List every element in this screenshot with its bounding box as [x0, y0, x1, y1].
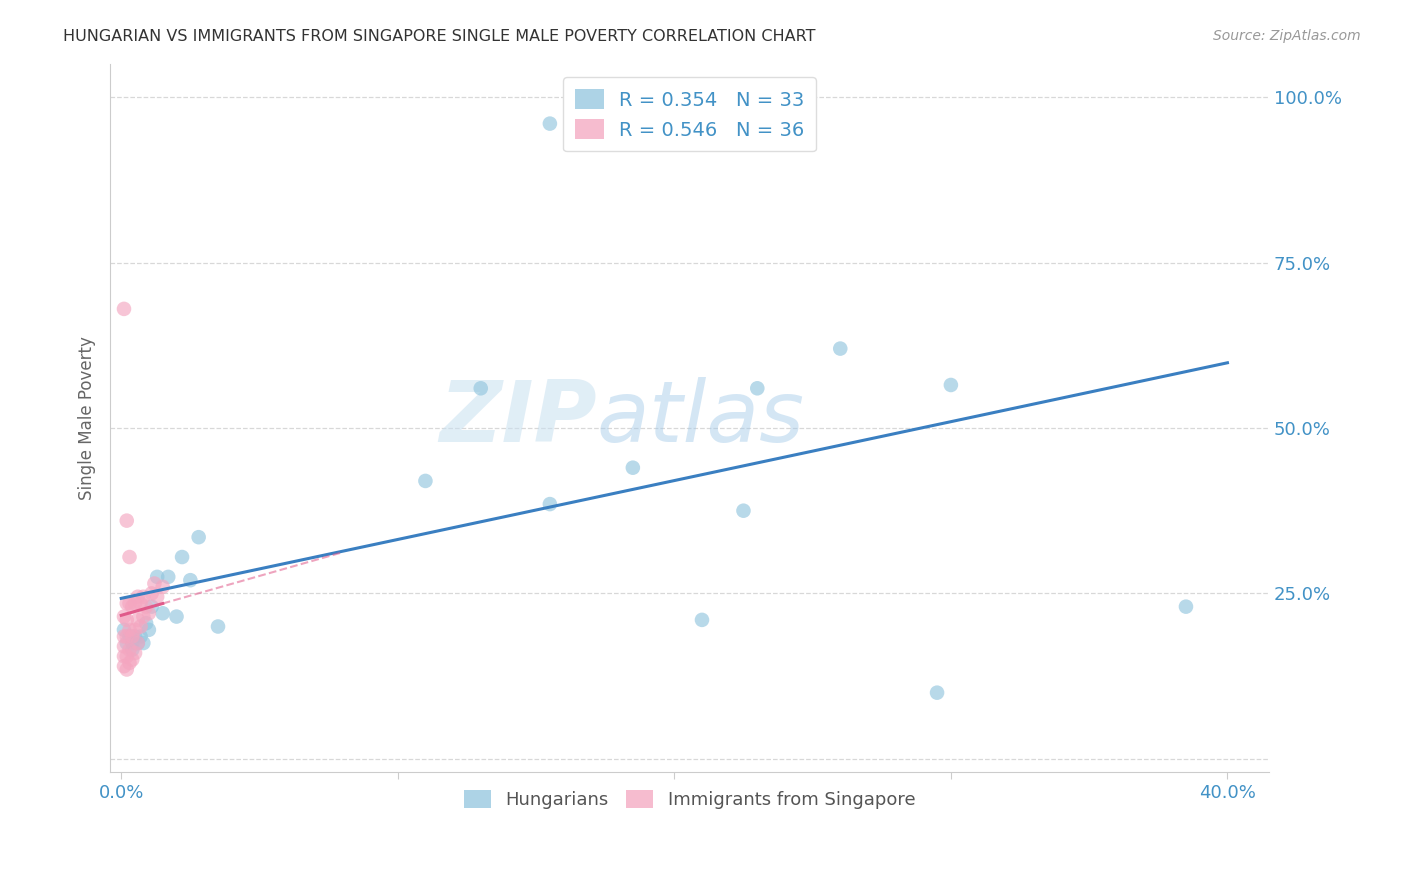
- Point: [690, 613, 713, 627]
- Text: atlas: atlas: [596, 376, 804, 459]
- Point: [124, 623, 146, 637]
- Point: [415, 474, 437, 488]
- Point: [112, 301, 135, 316]
- Text: HUNGARIAN VS IMMIGRANTS FROM SINGAPORE SINGLE MALE POVERTY CORRELATION CHART: HUNGARIAN VS IMMIGRANTS FROM SINGAPORE S…: [63, 29, 815, 44]
- Point: [135, 616, 157, 631]
- Point: [138, 623, 160, 637]
- Point: [141, 586, 163, 600]
- Point: [733, 504, 755, 518]
- Point: [127, 613, 149, 627]
- Point: [118, 596, 141, 610]
- Y-axis label: Single Male Poverty: Single Male Poverty: [79, 336, 96, 500]
- Point: [132, 590, 155, 604]
- Point: [207, 619, 229, 633]
- Point: [152, 580, 174, 594]
- Point: [747, 381, 769, 395]
- Point: [127, 590, 149, 604]
- Point: [112, 640, 135, 654]
- Point: [141, 599, 163, 614]
- Point: [118, 549, 141, 564]
- Point: [170, 549, 193, 564]
- Point: [1175, 599, 1198, 614]
- Point: [124, 646, 146, 660]
- Point: [157, 570, 180, 584]
- Point: [115, 613, 138, 627]
- Point: [112, 609, 135, 624]
- Text: ZIP: ZIP: [439, 376, 596, 459]
- Point: [112, 659, 135, 673]
- Point: [129, 629, 152, 643]
- Point: [124, 629, 146, 643]
- Point: [179, 573, 201, 587]
- Point: [118, 623, 141, 637]
- Point: [132, 609, 155, 624]
- Point: [939, 378, 962, 392]
- Legend: Hungarians, Immigrants from Singapore: Hungarians, Immigrants from Singapore: [457, 782, 922, 816]
- Point: [121, 599, 143, 614]
- Point: [127, 636, 149, 650]
- Point: [129, 619, 152, 633]
- Point: [112, 623, 135, 637]
- Point: [538, 117, 561, 131]
- Point: [925, 686, 948, 700]
- Point: [115, 636, 138, 650]
- Point: [121, 629, 143, 643]
- Point: [621, 460, 644, 475]
- Point: [650, 103, 672, 118]
- Point: [115, 663, 138, 677]
- Point: [124, 596, 146, 610]
- Point: [132, 636, 155, 650]
- Point: [112, 649, 135, 664]
- Point: [112, 629, 135, 643]
- Point: [115, 629, 138, 643]
- Point: [143, 576, 166, 591]
- Point: [127, 636, 149, 650]
- Text: Source: ZipAtlas.com: Source: ZipAtlas.com: [1213, 29, 1361, 43]
- Point: [121, 642, 143, 657]
- Point: [146, 590, 169, 604]
- Point: [129, 596, 152, 610]
- Point: [118, 642, 141, 657]
- Point: [830, 342, 852, 356]
- Point: [115, 596, 138, 610]
- Point: [135, 599, 157, 614]
- Point: [187, 530, 209, 544]
- Point: [470, 381, 492, 395]
- Point: [538, 497, 561, 511]
- Point: [146, 570, 169, 584]
- Point: [166, 609, 188, 624]
- Point: [118, 656, 141, 670]
- Point: [121, 636, 143, 650]
- Point: [138, 607, 160, 621]
- Point: [115, 649, 138, 664]
- Point: [118, 629, 141, 643]
- Point: [121, 652, 143, 666]
- Point: [152, 607, 174, 621]
- Point: [115, 514, 138, 528]
